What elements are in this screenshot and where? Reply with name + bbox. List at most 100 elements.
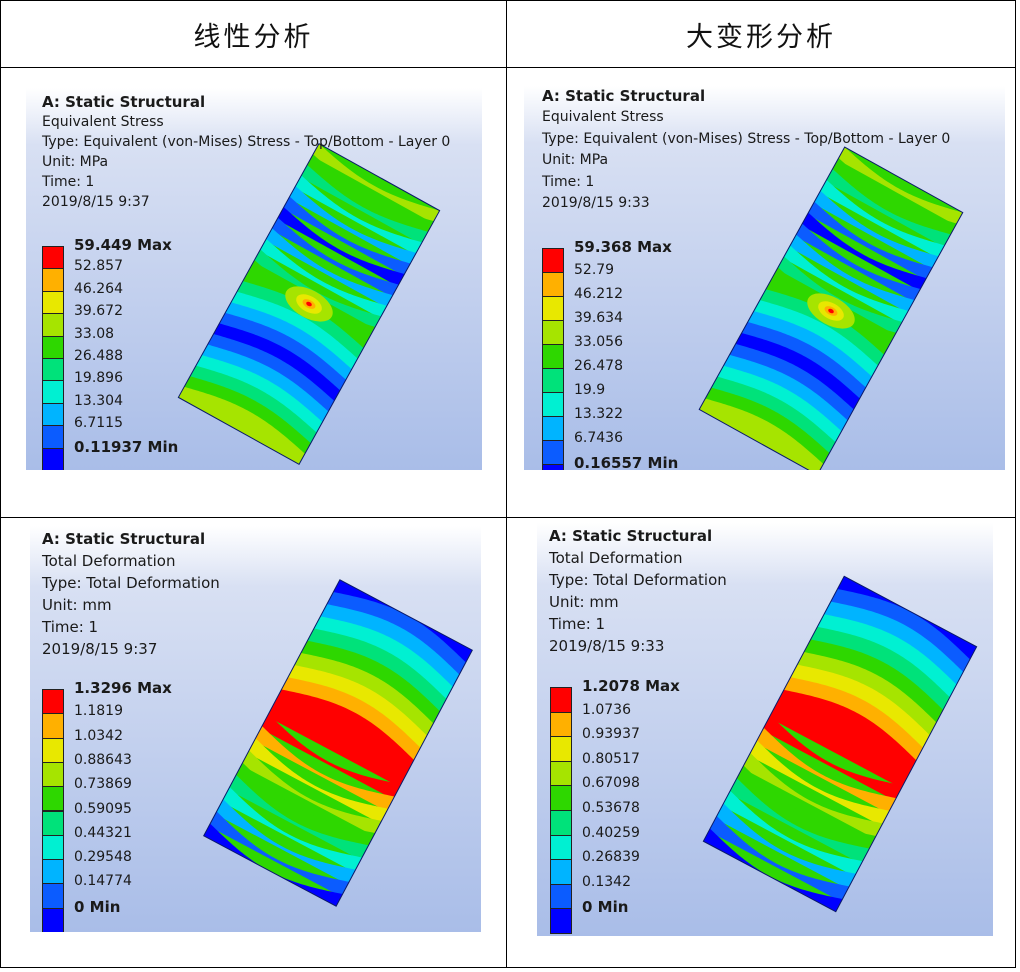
table-border-center [506,0,507,968]
legend-label: 39.672 [74,303,123,320]
header-large-deformation-analysis: 大变形分析 [686,21,836,53]
result-type: Type: Equivalent (von-Mises) Stress - To… [542,130,951,147]
legend-label: 0.73869 [74,776,132,793]
linear-stress-plot: A: Static Structural Equivalent Stress T… [26,88,482,470]
legend-label: 0.44321 [74,824,132,841]
legend-swatch [42,689,64,715]
legend-swatch [550,883,572,910]
legend-label: 46.212 [574,286,623,302]
legend-label: 59.449 Max [74,236,172,254]
legend-label: 26.478 [574,358,623,374]
legend-swatch [42,761,64,788]
legend-label: 26.488 [74,348,123,364]
legend-swatch [550,760,572,787]
legend-label: 0.40259 [582,824,640,841]
legend-label: 52.79 [574,262,615,278]
legend-swatch [42,313,64,337]
table-border-right [1015,0,1016,968]
analysis-title: A: Static Structural [42,93,206,111]
legend-label: 0 Min [74,897,121,916]
result-name: Total Deformation [549,549,683,567]
legend-label: 0.11937 Min [74,437,179,456]
legend-swatch [42,447,64,470]
legend-label: 39.634 [574,310,623,326]
analysis-title: A: Static Structural [549,527,713,545]
legend-label: 0 Min [582,898,629,917]
legend-swatch [42,380,64,404]
header-linear-analysis: 线性分析 [193,21,314,53]
deformation-contour-plate [702,575,978,913]
legend-label: 1.0342 [74,727,123,744]
legend-label: 0.59095 [74,800,132,817]
legend-swatch [550,908,572,934]
legend-swatch [42,358,64,382]
legend-swatch [42,402,64,427]
legend-swatch [42,268,64,292]
result-date: 2019/8/15 9:37 [42,194,150,210]
legend-label: 0.93937 [582,726,640,743]
legend-label: 0.67098 [582,775,640,792]
legend-label: 0.88643 [74,751,132,768]
result-time: Time: 1 [549,615,606,633]
legend-swatch [542,464,564,470]
result-date: 2019/8/15 9:37 [42,640,158,658]
legend-swatch [542,392,564,417]
legend-label: 1.3296 Max [74,679,172,697]
legend-swatch [542,344,564,369]
result-time: Time: 1 [42,174,95,190]
result-unit: Unit: MPa [542,152,609,169]
legend-swatch [42,713,64,739]
legend-swatch [550,859,572,885]
legend-swatch [542,368,564,393]
legend-swatch [542,248,564,273]
legend-label: 1.0736 [582,701,631,718]
result-time: Time: 1 [542,173,595,190]
plot-info: A: Static Structural Total Deformation T… [549,525,727,657]
legend-label: 46.264 [74,280,123,297]
legend-label: 0.1342 [582,873,631,890]
legend-swatch [42,335,64,359]
legend-swatch [42,737,64,763]
result-name: Equivalent Stress [542,109,664,126]
legend-swatch [550,834,572,861]
stress-contour-plate [177,143,441,465]
table-border-bottom [0,967,1016,968]
legend-swatch [42,786,64,812]
plot-info: A: Static Structural Equivalent Stress T… [542,86,950,214]
result-type: Type: Total Deformation [549,571,727,589]
large-deformation-deformation-plot: A: Static Structural Total Deformation T… [537,523,993,936]
result-name: Total Deformation [42,552,176,570]
plot-info: A: Static Structural Total Deformation T… [42,528,220,660]
legend-label: 1.1819 [74,703,123,720]
legend-swatch [542,272,564,297]
legend-label: 33.056 [574,334,623,350]
legend-label: 59.368 Max [574,238,672,256]
legend-label: 13.304 [74,392,123,409]
result-unit: Unit: MPa [42,154,109,170]
linear-deformation-plot: A: Static Structural Total Deformation T… [30,526,481,932]
legend-label: 19.896 [74,370,123,387]
table-border-top [0,0,1016,1]
legend-swatch [550,687,572,713]
legend-label: 0.14774 [74,873,132,890]
legend-swatch [42,907,64,932]
result-name: Equivalent Stress [42,114,164,130]
legend-swatch [550,785,572,811]
legend-label: 0.16557 Min [574,454,679,470]
legend-swatch [42,246,64,270]
result-unit: Unit: mm [549,593,619,611]
stress-contour-plate [698,146,964,470]
legend-label: 0.26839 [582,849,640,866]
legend-swatch [42,810,64,836]
legend-swatch [42,290,64,315]
result-time: Time: 1 [42,618,99,636]
legend-swatch [42,425,64,449]
result-unit: Unit: mm [42,596,112,614]
legend-label: 0.29548 [74,849,132,866]
legend-label: 19.9 [574,382,606,398]
legend-swatch [42,859,64,885]
table-border-header [0,67,1016,68]
table-border-middle [0,517,1016,518]
result-type: Type: Equivalent (von-Mises) Stress - To… [42,134,451,150]
